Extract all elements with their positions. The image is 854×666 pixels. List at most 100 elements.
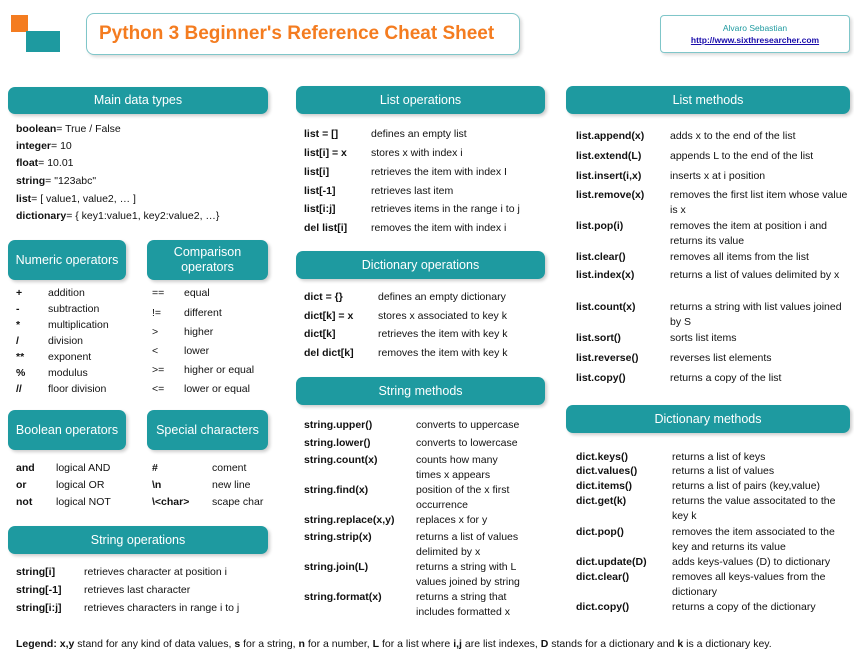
operator-desc: logical AND [56, 462, 111, 474]
operator-symbol: < [152, 345, 159, 357]
method-syntax: list.extend(L) [576, 150, 642, 162]
operation-syntax: dict[k] [304, 328, 336, 340]
method-desc: removes all items from the list [670, 251, 809, 263]
operation-desc: defines an empty list [371, 128, 467, 140]
method-desc: returns a list of values delimited by x [670, 269, 840, 281]
operation-row: list = [] defines an empty list [304, 127, 554, 141]
operator-desc: exponent [48, 351, 92, 363]
legend-text: for a number, [304, 638, 373, 650]
operation-desc: retrieves last character [84, 584, 191, 596]
method-row: dict.update(D) adds keys-values (D) to di… [576, 555, 852, 569]
operator-symbol: / [16, 335, 19, 347]
section-title: String operations [90, 532, 186, 547]
legend-term: s [234, 638, 241, 650]
operation-desc: retrieves the item with key k [378, 328, 508, 340]
method-row: list.copy() returns a copy of the list [576, 371, 852, 385]
operator-row: / division [16, 334, 141, 348]
legend-text: stands for a dictionary and [548, 638, 678, 650]
method-desc: returns a copy of the dictionary [672, 601, 816, 613]
legend-label: Legend: [16, 638, 57, 650]
operator-desc: coment [212, 462, 247, 474]
method-desc: returns a copy of the list [670, 372, 782, 384]
method-desc: reverses list elements [670, 352, 772, 364]
type-name: integer [16, 140, 52, 152]
method-desc: removes the item associated to the key a… [672, 526, 835, 553]
method-syntax: string.upper() [304, 419, 373, 431]
method-syntax: list.pop(i) [576, 220, 624, 232]
section-title: Special characters [156, 422, 259, 437]
method-row: list.clear() removes all items from the l… [576, 250, 852, 264]
operation-row: dict = {} defines an empty dictionary [304, 290, 554, 304]
operation-desc: retrieves last item [371, 185, 454, 197]
method-syntax: list.count(x) [576, 301, 636, 313]
operator-row: // floor division [16, 382, 141, 396]
method-row: list.sort() sorts list items [576, 331, 852, 345]
method-syntax: dict.copy() [576, 601, 630, 613]
section-title: List methods [672, 92, 744, 107]
operation-desc: retrieves the item with index I [371, 166, 507, 178]
operation-syntax: list[-1] [304, 185, 336, 197]
legend-term: i,j [453, 638, 462, 650]
method-row: dict.keys() returns a list of keys [576, 450, 852, 464]
operator-desc: multiplication [48, 319, 109, 331]
method-desc: returns a string that includes formatted… [416, 591, 510, 618]
method-row: dict.clear() removes all keys-values from… [576, 570, 852, 600]
special-characters-header: Special characters [147, 410, 268, 450]
operation-desc: retrieves items in the range i to j [371, 203, 520, 215]
operator-symbol: == [152, 287, 165, 299]
operator-desc: equal [184, 287, 210, 299]
operator-symbol: // [16, 383, 22, 395]
operator-row: not logical NOT [16, 495, 141, 509]
method-syntax: string.replace(x,y) [304, 514, 395, 526]
main-data-type-row: boolean = True / False [16, 122, 276, 136]
method-desc: removes the first list item whose value … [670, 189, 848, 216]
operator-desc: logical OR [56, 479, 105, 491]
method-row: dict.pop() removes the item associated to… [576, 525, 852, 555]
operation-syntax: del dict[k] [304, 347, 354, 359]
operator-row: ** exponent [16, 350, 141, 364]
operator-symbol: ** [16, 351, 25, 363]
boolean-operators-header: Boolean operators [8, 410, 126, 450]
operation-row: dict[k] retrieves the item with key k [304, 327, 554, 341]
operation-desc: stores x associated to key k [378, 310, 507, 322]
operator-row: > higher [152, 325, 282, 339]
operator-symbol: \n [152, 479, 162, 491]
method-desc: sorts list items [670, 332, 737, 344]
section-title: Dictionary methods [654, 411, 762, 426]
method-syntax: dict.update(D) [576, 556, 647, 568]
legend-text: for a list where [379, 638, 454, 650]
method-row: string.strip(x) returns a list of values … [304, 530, 554, 560]
operator-symbol: * [16, 319, 21, 331]
method-desc: returns the value associtated to the key… [672, 495, 836, 522]
method-row: dict.items() returns a list of pairs (key… [576, 479, 852, 493]
method-desc: returns a string with list values joined… [670, 301, 842, 328]
method-syntax: dict.keys() [576, 451, 628, 463]
method-desc: adds x to the end of the list [670, 130, 796, 142]
operation-syntax: string[i] [16, 566, 56, 578]
main-data-types-header: Main data types [8, 87, 268, 114]
method-desc: returns a string with L values joined by… [416, 561, 520, 588]
operator-symbol: not [16, 496, 33, 508]
author-link[interactable]: http://www.sixthresearcher.com [690, 35, 820, 45]
operation-syntax: list[i:j] [304, 203, 336, 215]
method-syntax: string.format(x) [304, 591, 382, 603]
operator-symbol: - [16, 303, 20, 315]
operation-desc: retrieves character at position i [84, 566, 227, 578]
operator-symbol: % [16, 367, 26, 379]
method-syntax: string.strip(x) [304, 531, 372, 543]
operation-syntax: list = [] [304, 128, 339, 140]
operator-row: != different [152, 306, 282, 320]
type-example: = [ value1, value2, … ] [31, 193, 136, 205]
operation-desc: stores x with index i [371, 147, 463, 159]
method-row: dict.get(k) returns the value associtated… [576, 494, 852, 524]
method-syntax: dict.get(k) [576, 495, 627, 507]
legend-term: L [372, 638, 380, 650]
operator-row: # coment [152, 461, 282, 475]
type-name: string [16, 175, 46, 187]
method-desc: returns a list of values delimited by x [416, 531, 519, 558]
method-row: list.insert(i,x) inserts x at i position [576, 169, 852, 183]
method-syntax: list.index(x) [576, 269, 635, 281]
operator-symbol: <= [152, 383, 165, 395]
legend-term: D [540, 638, 549, 650]
author-name: Alvaro Sebastian [722, 23, 788, 33]
